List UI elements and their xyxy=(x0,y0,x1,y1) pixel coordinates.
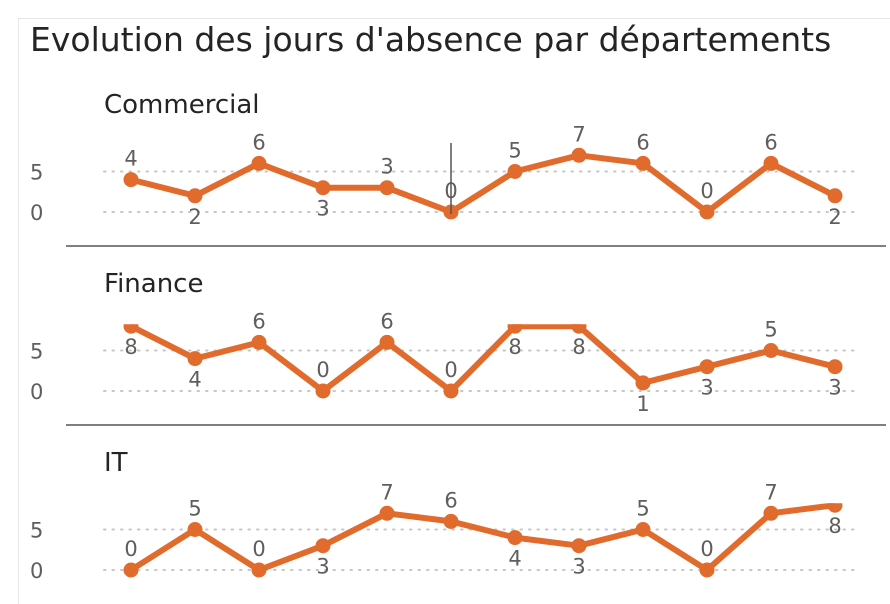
data-point[interactable] xyxy=(379,505,395,521)
data-label: 5 xyxy=(188,497,201,521)
data-label: 6 xyxy=(444,488,457,512)
data-label: 6 xyxy=(252,309,265,333)
data-point[interactable] xyxy=(507,530,523,546)
data-point[interactable] xyxy=(187,351,203,367)
data-point[interactable] xyxy=(763,343,779,358)
data-label: 3 xyxy=(316,555,329,579)
data-label: 2 xyxy=(188,205,201,229)
data-label: 8 xyxy=(508,335,521,359)
data-point[interactable] xyxy=(827,188,843,204)
data-point[interactable] xyxy=(379,334,395,350)
data-point[interactable] xyxy=(635,375,651,391)
data-label: 0 xyxy=(124,537,137,561)
data-label: 2 xyxy=(828,205,841,229)
data-point[interactable] xyxy=(571,319,587,334)
data-point[interactable] xyxy=(443,513,459,529)
data-label: 8 xyxy=(828,514,841,538)
data-point[interactable] xyxy=(315,383,331,399)
series-line xyxy=(129,324,836,394)
data-point[interactable] xyxy=(507,319,523,334)
series-line xyxy=(130,152,837,215)
data-label: 0 xyxy=(700,537,713,561)
data-label: 4 xyxy=(188,368,201,392)
data-point[interactable] xyxy=(187,188,203,204)
data-point[interactable] xyxy=(507,164,523,179)
data-point[interactable] xyxy=(635,522,651,537)
data-label: 5 xyxy=(508,139,521,163)
data-point[interactable] xyxy=(123,319,139,334)
chart-title: Evolution des jours d'absence par départ… xyxy=(30,20,832,59)
data-label: 4 xyxy=(124,147,137,171)
data-label: 3 xyxy=(572,555,585,579)
y-tick-label: 5 xyxy=(30,161,43,185)
data-point[interactable] xyxy=(251,155,267,171)
y-tick-label: 5 xyxy=(30,519,43,543)
data-point[interactable] xyxy=(187,522,203,537)
data-point[interactable] xyxy=(763,155,779,171)
data-point[interactable] xyxy=(443,383,459,399)
series-group xyxy=(123,498,843,578)
data-point[interactable] xyxy=(699,204,715,220)
panel-title: Finance xyxy=(104,269,203,299)
data-point[interactable] xyxy=(571,147,587,163)
data-label: 6 xyxy=(636,130,649,154)
series-group xyxy=(123,319,843,399)
y-tick-label: 0 xyxy=(30,201,43,225)
data-point[interactable] xyxy=(635,155,651,171)
data-point[interactable] xyxy=(699,562,715,578)
data-label: 0 xyxy=(316,358,329,382)
data-point[interactable] xyxy=(763,505,779,521)
data-label: 3 xyxy=(828,376,841,400)
data-point[interactable] xyxy=(123,562,139,578)
data-label: 8 xyxy=(572,335,585,359)
data-point[interactable] xyxy=(827,498,843,513)
data-label: 4 xyxy=(508,547,521,571)
data-label: 3 xyxy=(700,376,713,400)
data-point[interactable] xyxy=(379,180,395,196)
data-label: 3 xyxy=(380,155,393,179)
data-label: 0 xyxy=(252,537,265,561)
y-tick-label: 5 xyxy=(30,340,43,364)
data-point[interactable] xyxy=(315,538,331,554)
data-label: 7 xyxy=(380,480,393,504)
y-tick-label: 0 xyxy=(30,380,43,404)
data-label: 5 xyxy=(636,497,649,521)
data-label: 3 xyxy=(316,197,329,221)
panel-title: IT xyxy=(104,448,128,478)
data-point[interactable] xyxy=(571,538,587,554)
data-point[interactable] xyxy=(699,359,715,375)
data-label: 0 xyxy=(700,179,713,203)
data-label: 8 xyxy=(124,335,137,359)
data-point[interactable] xyxy=(251,562,267,578)
series-line xyxy=(129,503,836,573)
series-group xyxy=(123,147,843,220)
data-label: 6 xyxy=(380,309,393,333)
data-point[interactable] xyxy=(123,172,139,188)
data-label: 7 xyxy=(764,480,777,504)
data-label: 5 xyxy=(764,318,777,342)
data-label: 1 xyxy=(636,392,649,416)
data-label: 6 xyxy=(764,130,777,154)
data-label: 7 xyxy=(572,122,585,146)
data-point[interactable] xyxy=(315,180,331,196)
data-point[interactable] xyxy=(251,334,267,350)
data-label: 0 xyxy=(444,358,457,382)
y-tick-label: 0 xyxy=(30,559,43,583)
data-label: 6 xyxy=(252,130,265,154)
data-point[interactable] xyxy=(827,359,843,375)
panel-title: Commercial xyxy=(104,90,260,120)
